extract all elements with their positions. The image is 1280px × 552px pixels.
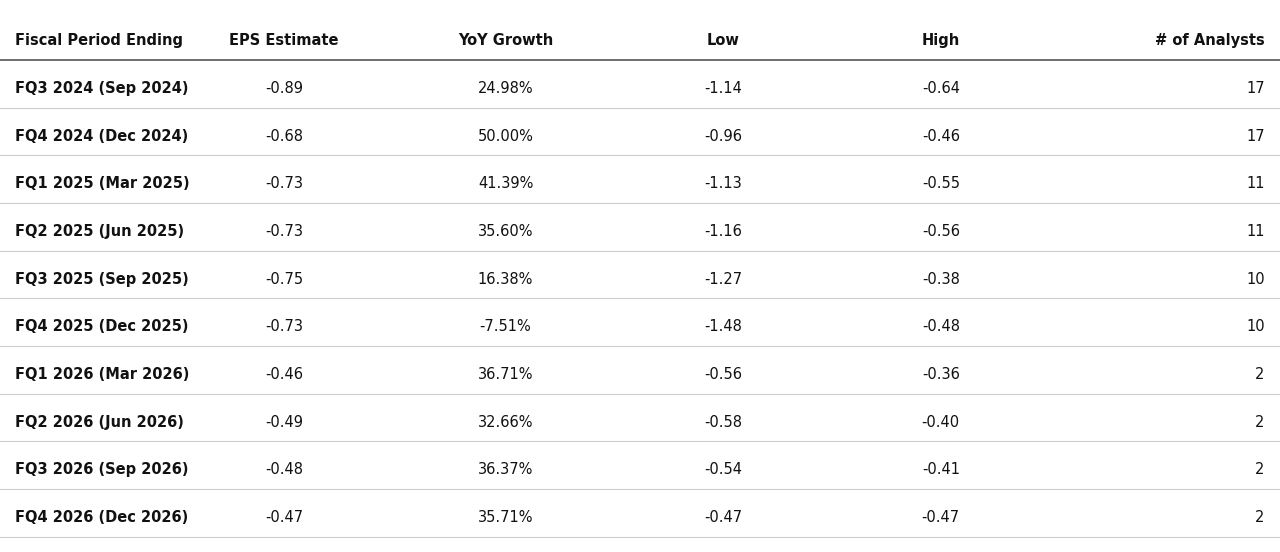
Text: -0.73: -0.73 — [265, 319, 303, 335]
Text: -0.48: -0.48 — [265, 463, 303, 477]
Text: -0.96: -0.96 — [704, 129, 742, 144]
Text: FQ4 2025 (Dec 2025): FQ4 2025 (Dec 2025) — [15, 319, 189, 335]
Text: 50.00%: 50.00% — [477, 129, 534, 144]
Text: -0.68: -0.68 — [265, 129, 303, 144]
Text: FQ1 2026 (Mar 2026): FQ1 2026 (Mar 2026) — [15, 367, 189, 382]
Text: -1.14: -1.14 — [704, 81, 742, 96]
Text: -0.58: -0.58 — [704, 415, 742, 429]
Text: 10: 10 — [1245, 272, 1265, 286]
Text: EPS Estimate: EPS Estimate — [229, 33, 339, 48]
Text: 17: 17 — [1245, 81, 1265, 96]
Text: -0.55: -0.55 — [922, 176, 960, 192]
Text: High: High — [922, 33, 960, 48]
Text: FQ4 2024 (Dec 2024): FQ4 2024 (Dec 2024) — [15, 129, 188, 144]
Text: # of Analysts: # of Analysts — [1155, 33, 1265, 48]
Text: -0.47: -0.47 — [704, 510, 742, 525]
Text: -0.41: -0.41 — [922, 463, 960, 477]
Text: 11: 11 — [1247, 224, 1265, 239]
Text: FQ3 2025 (Sep 2025): FQ3 2025 (Sep 2025) — [15, 272, 189, 286]
Text: -1.48: -1.48 — [704, 319, 742, 335]
Text: 2: 2 — [1256, 510, 1265, 525]
Text: 16.38%: 16.38% — [477, 272, 534, 286]
Text: -0.48: -0.48 — [922, 319, 960, 335]
Text: 17: 17 — [1245, 129, 1265, 144]
Text: -0.46: -0.46 — [265, 367, 303, 382]
Text: FQ3 2026 (Sep 2026): FQ3 2026 (Sep 2026) — [15, 463, 189, 477]
Text: 35.60%: 35.60% — [477, 224, 534, 239]
Text: -1.27: -1.27 — [704, 272, 742, 286]
Text: -0.38: -0.38 — [922, 272, 960, 286]
Text: -1.13: -1.13 — [704, 176, 742, 192]
Text: -0.56: -0.56 — [704, 367, 742, 382]
Text: -0.47: -0.47 — [265, 510, 303, 525]
Text: 10: 10 — [1245, 319, 1265, 335]
Text: YoY Growth: YoY Growth — [458, 33, 553, 48]
Text: 32.66%: 32.66% — [477, 415, 534, 429]
Text: 35.71%: 35.71% — [477, 510, 534, 525]
Text: -0.75: -0.75 — [265, 272, 303, 286]
Text: 2: 2 — [1256, 367, 1265, 382]
Text: 41.39%: 41.39% — [477, 176, 534, 192]
Text: 36.37%: 36.37% — [477, 463, 534, 477]
Text: -1.16: -1.16 — [704, 224, 742, 239]
Text: -0.64: -0.64 — [922, 81, 960, 96]
Text: FQ2 2026 (Jun 2026): FQ2 2026 (Jun 2026) — [15, 415, 184, 429]
Text: FQ4 2026 (Dec 2026): FQ4 2026 (Dec 2026) — [15, 510, 188, 525]
Text: -0.73: -0.73 — [265, 224, 303, 239]
Text: -0.54: -0.54 — [704, 463, 742, 477]
Text: -0.89: -0.89 — [265, 81, 303, 96]
Text: -0.36: -0.36 — [922, 367, 960, 382]
Text: -0.46: -0.46 — [922, 129, 960, 144]
Text: 11: 11 — [1247, 176, 1265, 192]
Text: -7.51%: -7.51% — [480, 319, 531, 335]
Text: 2: 2 — [1256, 463, 1265, 477]
Text: 24.98%: 24.98% — [477, 81, 534, 96]
Text: -0.49: -0.49 — [265, 415, 303, 429]
Text: -0.73: -0.73 — [265, 176, 303, 192]
Text: FQ3 2024 (Sep 2024): FQ3 2024 (Sep 2024) — [15, 81, 189, 96]
Text: 2: 2 — [1256, 415, 1265, 429]
Text: -0.47: -0.47 — [922, 510, 960, 525]
Text: -0.56: -0.56 — [922, 224, 960, 239]
Text: 36.71%: 36.71% — [477, 367, 534, 382]
Text: Low: Low — [707, 33, 740, 48]
Text: Fiscal Period Ending: Fiscal Period Ending — [15, 33, 183, 48]
Text: -0.40: -0.40 — [922, 415, 960, 429]
Text: FQ2 2025 (Jun 2025): FQ2 2025 (Jun 2025) — [15, 224, 184, 239]
Text: FQ1 2025 (Mar 2025): FQ1 2025 (Mar 2025) — [15, 176, 189, 192]
